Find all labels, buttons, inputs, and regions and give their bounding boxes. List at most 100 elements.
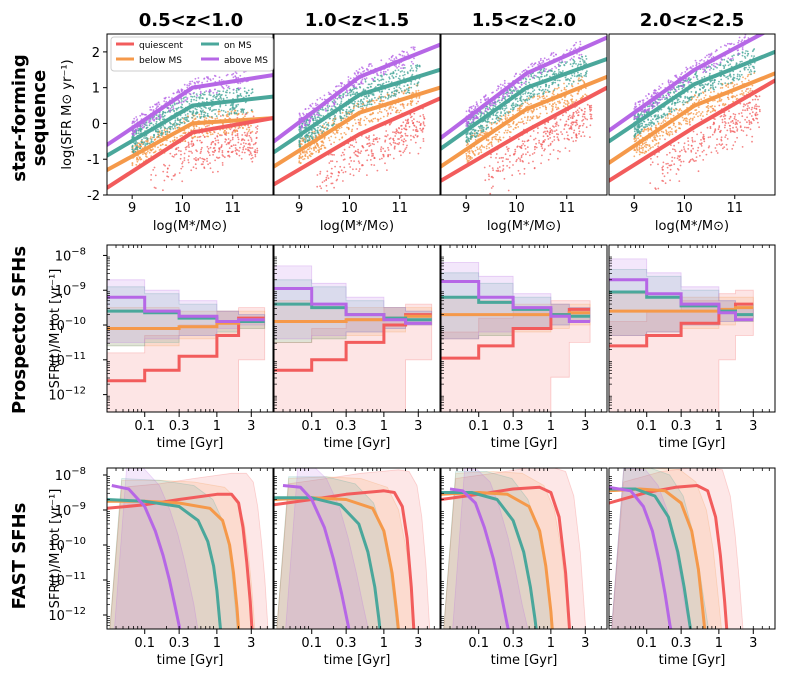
scatter-point-below-ms [399, 109, 402, 112]
scatter-point-quiescent [757, 98, 759, 101]
scatter-point-on-ms [583, 74, 586, 77]
scatter-point-below-ms [350, 130, 353, 133]
scatter-point-quiescent [163, 179, 166, 182]
scatter-point-below-ms [580, 96, 583, 99]
x-tick-label: 11 [391, 201, 408, 216]
row-title-2: Prospector SFHs [9, 246, 30, 414]
scatter-point-below-ms [142, 153, 144, 156]
scatter-point-below-ms [495, 138, 498, 141]
scatter-point-on-ms [247, 94, 250, 97]
scatter-point-below-ms [172, 139, 174, 142]
scatter-point-quiescent [669, 179, 671, 182]
scatter-point-above-ms [382, 72, 385, 75]
scatter-point-on-ms [525, 78, 528, 81]
scatter-point-on-ms [493, 105, 495, 107]
scatter-point-below-ms [477, 153, 480, 156]
scatter-point-on-ms [367, 83, 370, 86]
scatter-point-quiescent [543, 149, 545, 152]
scatter-point-above-ms [163, 97, 166, 100]
scatter-point-quiescent [542, 135, 545, 138]
scatter-point-quiescent [732, 130, 735, 133]
scatter-point-quiescent [501, 160, 504, 163]
scatter-point-on-ms [580, 72, 582, 75]
scatter-point-quiescent [207, 163, 210, 166]
scatter-point-quiescent [550, 129, 553, 131]
scatter-point-above-ms [503, 82, 506, 85]
scatter-point-on-ms [131, 148, 134, 151]
scatter-point-on-ms [342, 117, 344, 120]
scatter-point-quiescent [386, 134, 389, 136]
scatter-point-below-ms [496, 122, 498, 125]
scatter-point-quiescent [415, 126, 418, 129]
scatter-point-on-ms [219, 95, 222, 98]
scatter-point-quiescent [578, 132, 580, 135]
scatter-point-below-ms [577, 92, 579, 95]
scatter-point-quiescent [512, 164, 514, 166]
scatter-point-quiescent [542, 141, 544, 144]
scatter-point-on-ms [560, 61, 563, 64]
scatter-point-quiescent [719, 131, 722, 134]
scatter-point-quiescent [507, 150, 510, 152]
scatter-point-on-ms [542, 88, 544, 91]
scatter-point-below-ms [181, 134, 183, 137]
scatter-point-on-ms [386, 91, 389, 94]
scatter-point-above-ms [353, 84, 356, 86]
scatter-point-on-ms [352, 91, 355, 93]
scatter-point-below-ms [480, 149, 482, 151]
scatter-point-quiescent [213, 147, 216, 149]
scatter-point-on-ms [489, 108, 491, 110]
scatter-point-on-ms [176, 123, 179, 126]
scatter-point-below-ms [166, 139, 168, 142]
scatter-point-on-ms [519, 99, 522, 101]
scatter-point-below-ms [518, 109, 521, 112]
scatter-point-below-ms [537, 98, 539, 100]
scatter-point-quiescent [716, 152, 719, 154]
scatter-point-quiescent [240, 143, 242, 146]
scatter-point-quiescent [565, 131, 568, 134]
scatter-point-quiescent [249, 136, 252, 139]
scatter-point-on-ms [232, 102, 235, 105]
scatter-point-on-ms [580, 63, 582, 66]
scatter-point-above-ms [552, 51, 555, 54]
scatter-point-quiescent [342, 180, 344, 182]
scatter-point-above-ms [347, 76, 350, 78]
y-tick-label: 0 [92, 117, 100, 132]
scatter-point-above-ms [578, 57, 581, 60]
scatter-point-below-ms [517, 126, 520, 128]
scatter-point-quiescent [243, 145, 246, 148]
scatter-point-on-ms [491, 118, 494, 120]
scatter-point-on-ms [329, 109, 332, 111]
scatter-point-above-ms [401, 50, 404, 53]
scatter-point-below-ms [745, 90, 747, 92]
scatter-point-below-ms [485, 139, 488, 142]
scatter-point-quiescent [236, 133, 239, 135]
scatter-point-quiescent [384, 139, 387, 142]
scatter-point-quiescent [350, 160, 353, 162]
scatter-point-on-ms [333, 123, 336, 125]
scatter-point-quiescent [389, 112, 392, 115]
scatter-point-on-ms [226, 91, 228, 94]
scatter-point-on-ms [387, 97, 389, 100]
scatter-point-on-ms [465, 140, 468, 143]
scatter-point-quiescent [576, 109, 579, 112]
scatter-point-below-ms [341, 111, 344, 114]
scatter-point-on-ms [522, 93, 524, 95]
scatter-point-below-ms [465, 154, 468, 157]
scatter-point-quiescent [245, 148, 247, 151]
scatter-point-on-ms [366, 86, 369, 89]
scatter-point-on-ms [525, 83, 527, 85]
scatter-point-quiescent [557, 139, 560, 142]
scatter-point-quiescent [381, 157, 383, 160]
scatter-point-quiescent [232, 150, 234, 153]
scatter-point-quiescent [519, 160, 522, 162]
scatter-point-quiescent [228, 142, 230, 145]
y-tick-label: -2 [87, 189, 100, 204]
scatter-point-above-ms [336, 85, 338, 88]
scatter-point-on-ms [305, 136, 308, 138]
scatter-point-below-ms [558, 100, 561, 103]
scatter-point-below-ms [732, 85, 735, 88]
scatter-point-quiescent [699, 154, 701, 157]
scatter-point-below-ms [150, 136, 152, 138]
scatter-point-quiescent [489, 192, 492, 195]
scatter-point-quiescent [337, 174, 340, 177]
